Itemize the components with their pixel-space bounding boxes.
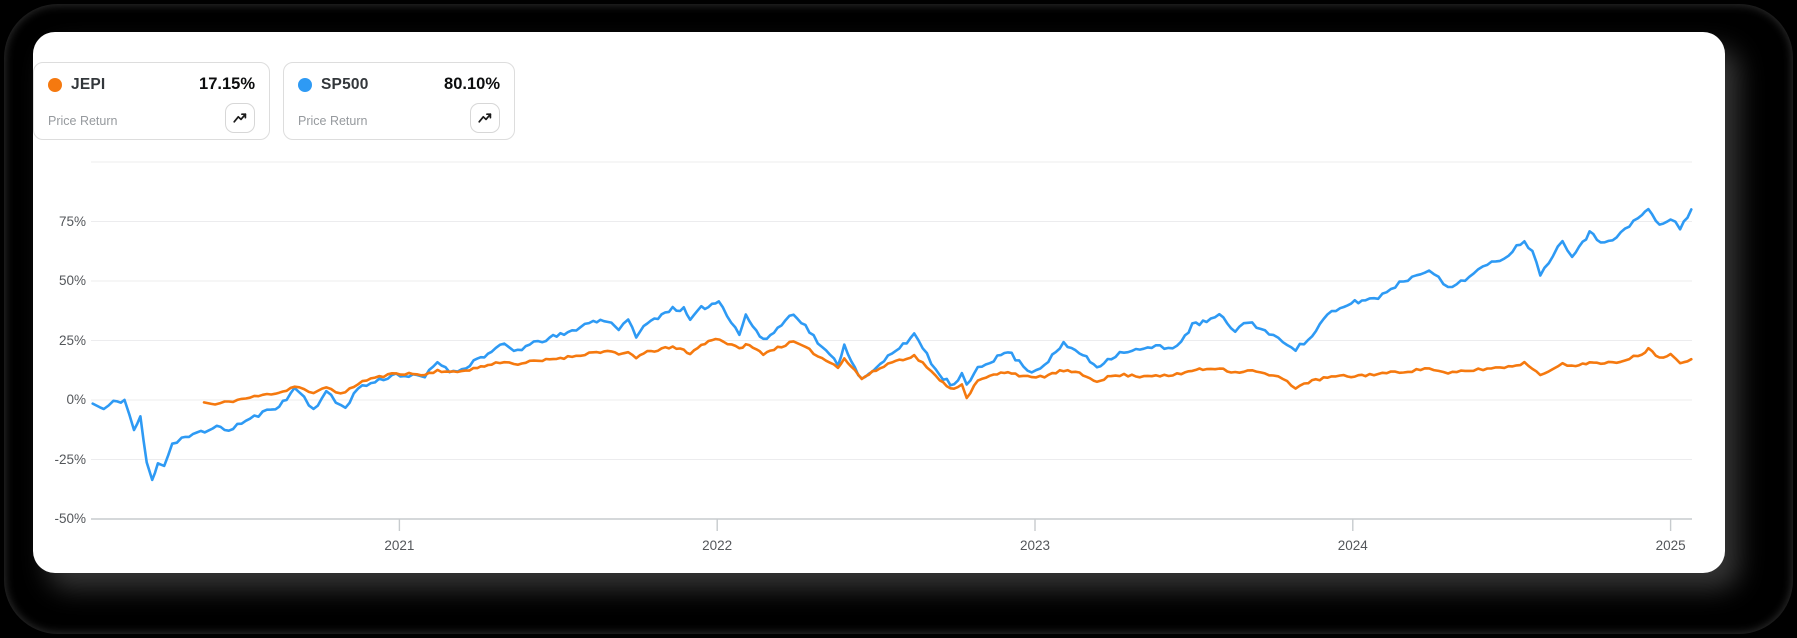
y-tick-label: 50% [58, 273, 86, 288]
y-tick-label: 25% [58, 332, 86, 348]
chart-panel: 75% 50% 25% 0% -25% -50% 2021 2022 2023 2024 2025… [33, 32, 1725, 573]
return-value-sp500: 80.10% [444, 75, 500, 93]
ticker-label-jepi: JEPI [71, 75, 106, 93]
x-tick-label: 2023 [1019, 538, 1051, 553]
legend-card-sp500[interactable]: SP500 80.10% Price Return [283, 62, 515, 140]
trend-chart-button-jepi[interactable] [225, 103, 255, 133]
y-tick-label: 0% [66, 392, 86, 407]
y-tick-label: -25% [54, 451, 86, 467]
x-tick-label: 2025 [1655, 538, 1686, 553]
y-tick-label: 75% [58, 213, 86, 229]
trending-up-icon [478, 113, 492, 123]
series-dot-jepi [48, 77, 62, 92]
x-tick-label: 2024 [1337, 538, 1368, 553]
trending-up-icon [233, 113, 247, 123]
metric-label-sp500: Price Return [298, 114, 368, 128]
x-tick-label: 2021 [384, 538, 415, 553]
ticker-label-sp500: SP500 [321, 75, 369, 93]
plot-area[interactable]: 75% 50% 25% 0% -25% -50% 2021 2022 2023 2024 2025 [33, 32, 1725, 573]
series-dot-sp500 [298, 77, 312, 92]
return-value-jepi: 17.15% [199, 75, 255, 93]
chart-svg[interactable] [33, 32, 1725, 573]
x-tick-label: 2022 [702, 538, 733, 553]
y-tick-label: -50% [54, 511, 86, 526]
trend-chart-button-sp500[interactable] [470, 103, 500, 133]
legend-card-jepi[interactable]: JEPI 17.15% Price Return [33, 62, 270, 140]
metric-label-jepi: Price Return [48, 114, 118, 128]
